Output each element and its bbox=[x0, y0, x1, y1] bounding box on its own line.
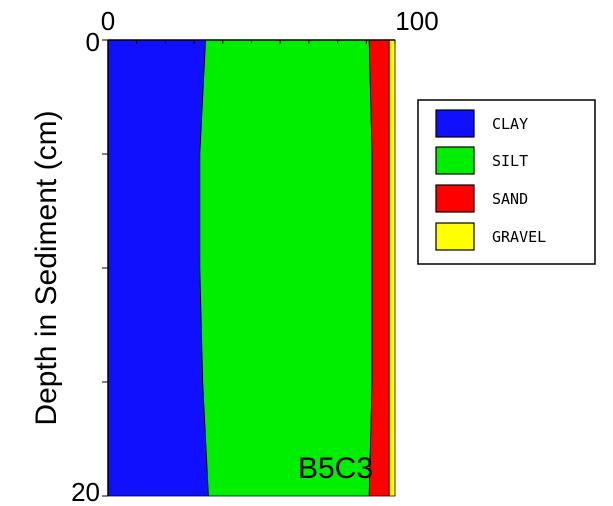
area-clay bbox=[107, 39, 209, 497]
legend-swatch-clay bbox=[435, 109, 475, 138]
legend-swatch-sand bbox=[435, 184, 475, 213]
legend-label-silt: SILT bbox=[492, 152, 528, 170]
legend-swatch-gravel bbox=[435, 222, 475, 251]
area-sand bbox=[368, 39, 390, 497]
y-tick-20: 20 bbox=[71, 477, 100, 506]
axis-ticks bbox=[102, 39, 396, 497]
core-label: B5C3 bbox=[298, 452, 373, 485]
x-tick-100: 100 bbox=[395, 6, 438, 36]
legend-label-sand: SAND bbox=[492, 190, 528, 208]
legend-swatch-silt bbox=[435, 146, 475, 175]
area-silt bbox=[199, 39, 373, 497]
legend-label-clay: CLAY bbox=[492, 115, 528, 133]
area-layers bbox=[107, 39, 396, 497]
area-gravel bbox=[388, 39, 396, 497]
legend-label-gravel: GRAVEL bbox=[492, 228, 546, 246]
y-tick-0: 0 bbox=[86, 27, 100, 57]
x-tick-0: 0 bbox=[101, 6, 115, 36]
legend: CLAY SILT SAND GRAVEL bbox=[417, 99, 596, 265]
y-axis-title: Depth in Sediment (cm) bbox=[30, 110, 63, 425]
